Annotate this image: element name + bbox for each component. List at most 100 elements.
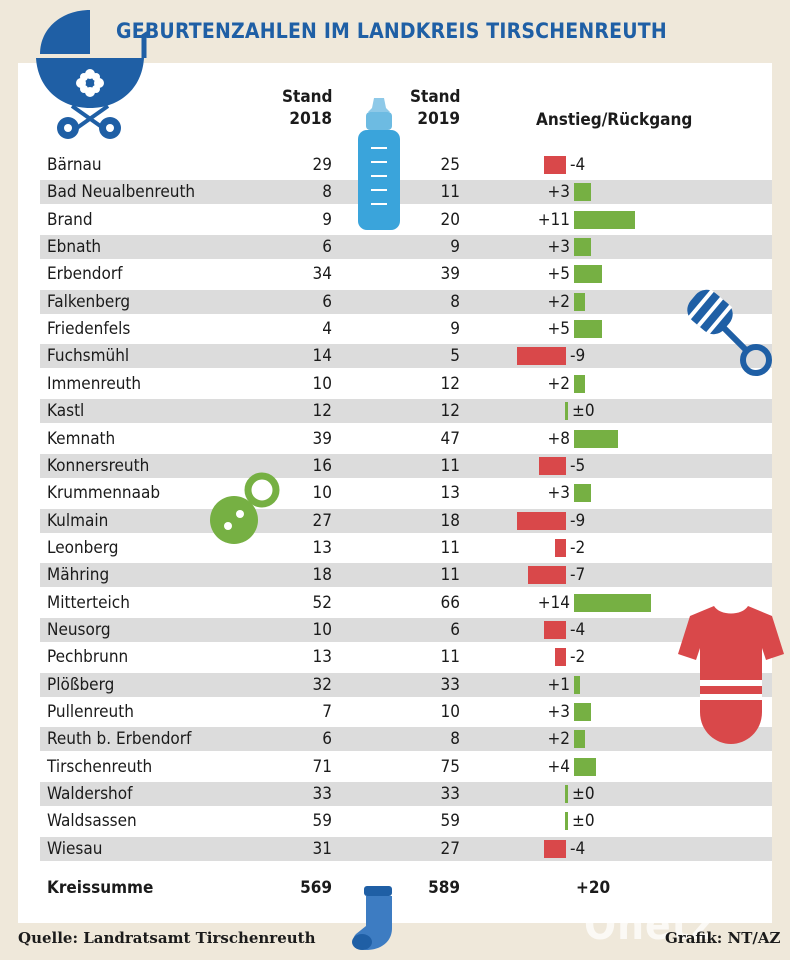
municipality-name: Erbendorf (47, 264, 123, 285)
change-label: +11 (537, 209, 570, 230)
table-row: Mitterteich 52 66 +14 (40, 591, 772, 615)
value-2018: 6 (322, 237, 332, 258)
value-2018: 8 (322, 182, 332, 203)
value-2019: 11 (440, 182, 460, 203)
change-label: -9 (570, 510, 586, 531)
table-row: Wiesau 31 27 -4 (40, 836, 772, 861)
change-bar (565, 785, 568, 804)
change-label: +14 (537, 592, 570, 613)
change-label: +5 (547, 319, 570, 340)
value-2019: 33 (440, 674, 460, 695)
table-row: Ebnath 6 9 +3 (40, 235, 772, 260)
value-2019: 11 (440, 455, 460, 476)
change-bar (555, 648, 566, 667)
municipality-name: Plößberg (47, 674, 115, 695)
change-bar (544, 156, 566, 174)
table-row: Friedenfels 4 9 +5 (40, 317, 772, 341)
value-2018: 27 (312, 510, 332, 531)
value-2018: 16 (312, 455, 332, 476)
change-label: +3 (547, 702, 570, 722)
column-header-2019: Stand 2019 (410, 86, 461, 130)
municipality-name: Falkenberg (47, 291, 131, 312)
municipality-name: Krummennaab (47, 483, 161, 504)
source-note: Quelle: Landratsamt Tirschenreuth (18, 929, 316, 947)
municipality-name: Immenreuth (47, 373, 142, 394)
table-row: Pechbrunn 13 11 -2 (40, 645, 772, 669)
value-2019: 27 (440, 838, 460, 859)
change-label: +2 (547, 373, 570, 394)
change-bar (574, 210, 635, 229)
column-header-2019-line2: 2019 (417, 109, 460, 129)
value-2019: 8 (450, 729, 460, 750)
municipality-name: Kemnath (47, 428, 116, 449)
change-bar (574, 265, 602, 284)
value-2019: 5 (450, 346, 460, 367)
table-row: Konnersreuth 16 11 -5 (40, 453, 772, 478)
value-2018: 13 (312, 647, 332, 668)
column-header-2018-line2: 2018 (289, 109, 332, 129)
value-2018: 12 (312, 401, 332, 422)
change-bar (527, 566, 566, 585)
table-row: Bärnau 29 25 -4 (40, 153, 772, 177)
municipality-name: Bärnau (47, 155, 102, 175)
total-row: Kreissumme 569 589 +20 (40, 876, 772, 900)
municipality-name: Friedenfels (47, 319, 131, 340)
column-header-2018: Stand 2018 (282, 86, 333, 130)
change-bar (544, 839, 566, 858)
table-row: Bad Neualbenreuth 8 11 +3 (40, 180, 772, 205)
change-bar (555, 538, 566, 557)
value-2019: 12 (440, 401, 460, 422)
change-label: +4 (547, 756, 570, 777)
value-2019: 20 (440, 209, 460, 230)
table-row: Kemnath 39 47 +8 (40, 427, 772, 451)
value-2018: 52 (312, 592, 332, 613)
value-2019: 11 (440, 565, 460, 586)
change-label: -5 (570, 455, 586, 476)
municipality-name: Pullenreuth (47, 702, 134, 722)
change-label: +2 (547, 729, 570, 750)
value-2018: 6 (322, 729, 332, 750)
municipality-name: Leonberg (47, 537, 119, 558)
municipality-name: Brand (47, 209, 93, 230)
value-2019: 18 (440, 510, 460, 531)
chart-title: GEBURTENZAHLEN IM LANDKREIS TIRSCHENREUT… (116, 19, 667, 43)
value-2019: 33 (440, 784, 460, 805)
change-label: +20 (576, 878, 611, 898)
value-2019: 11 (440, 647, 460, 668)
change-label: -2 (570, 537, 586, 558)
value-2018: 6 (322, 291, 332, 312)
value-2018: 10 (312, 373, 332, 394)
value-2018: 569 (300, 878, 332, 898)
change-label: -7 (570, 565, 586, 586)
value-2018: 71 (312, 756, 332, 777)
municipality-name: Waldsassen (47, 811, 137, 832)
municipality-name: Fuchsmühl (47, 346, 130, 367)
municipality-name: Bad Neualbenreuth (47, 182, 196, 203)
table-row: Waldsassen 59 59 ±0 (40, 809, 772, 833)
change-bar (574, 484, 591, 503)
change-label: -9 (570, 346, 586, 367)
municipality-name: Mähring (47, 565, 110, 586)
value-2019: 6 (450, 619, 460, 640)
change-bar (538, 456, 566, 475)
value-2019: 11 (440, 537, 460, 558)
change-bar (574, 429, 618, 448)
municipality-name: Waldershof (47, 784, 133, 805)
change-bar (574, 374, 585, 393)
graphic-credit: Grafik: NT/AZ (665, 929, 781, 947)
value-2019: 13 (440, 483, 460, 504)
value-2019: 47 (440, 428, 460, 449)
municipality-name: Wiesau (47, 838, 103, 859)
value-2018: 9 (322, 209, 332, 230)
value-2018: 10 (312, 483, 332, 504)
change-label: ±0 (572, 401, 595, 422)
change-bar (574, 593, 651, 612)
municipality-name: Kulmain (47, 510, 109, 531)
table-row: Mähring 18 11 -7 (40, 563, 772, 588)
value-2018: 34 (312, 264, 332, 285)
sock-icon (352, 886, 392, 950)
change-bar (574, 183, 591, 202)
municipality-name: Konnersreuth (47, 455, 150, 476)
value-2018: 4 (322, 319, 332, 340)
table-row: Waldershof 33 33 ±0 (40, 782, 772, 807)
